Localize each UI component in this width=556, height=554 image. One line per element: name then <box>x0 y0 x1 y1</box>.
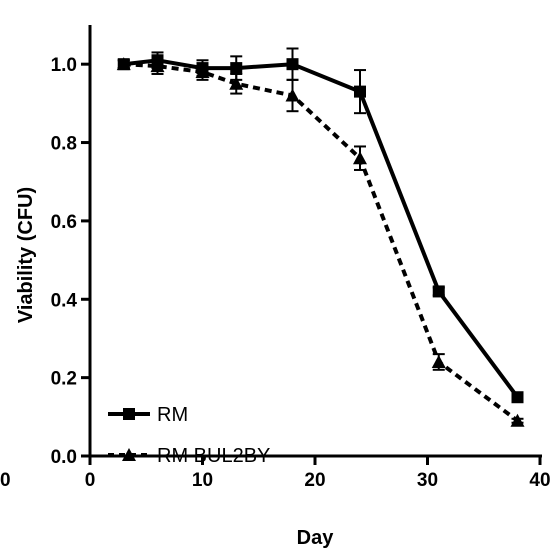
stray-tick-label: 0 <box>0 470 11 491</box>
legend-label-rm-bul2by: RM BUL2BY <box>157 445 270 467</box>
series-rm <box>117 47 524 404</box>
legend-marker-square <box>123 408 135 420</box>
y-tick-label: 0.4 <box>51 290 78 311</box>
data-point <box>229 76 244 90</box>
legend: RM RM BUL2BY <box>108 404 270 467</box>
series-line-rm <box>123 58 520 399</box>
axes <box>88 25 542 458</box>
y-tick-label: 0.8 <box>51 134 77 155</box>
data-point <box>353 151 367 165</box>
x-tick-label: 30 <box>417 470 438 491</box>
series-layer <box>116 47 525 427</box>
x-tick-label: 40 <box>529 470 550 491</box>
y-tick-label: 0.6 <box>51 212 77 233</box>
data-point <box>150 59 165 73</box>
y-tick-label: 1.0 <box>51 55 77 76</box>
data-point <box>230 62 243 75</box>
x-tick-label: 20 <box>304 470 325 491</box>
data-point <box>286 58 299 71</box>
y-tick-label: 0.2 <box>51 369 77 390</box>
data-point <box>432 285 445 298</box>
legend-marker-triangle <box>122 448 136 461</box>
x-tick-label: 0 <box>85 470 96 491</box>
data-point <box>285 88 300 102</box>
data-point <box>431 354 446 368</box>
y-axis-title: Viability (CFU) <box>15 187 37 323</box>
data-point <box>510 413 525 427</box>
series-line-rm-bul2by <box>123 62 519 423</box>
data-point <box>354 85 366 98</box>
series-rm-bul2by <box>116 57 525 427</box>
legend-label-rm: RM <box>157 404 188 426</box>
y-tick-label: 0.0 <box>51 447 77 468</box>
x-tick-label: 10 <box>192 470 213 491</box>
data-point <box>116 57 131 71</box>
x-axis-title: Day <box>297 527 335 549</box>
data-point <box>511 391 524 404</box>
data-point <box>195 65 210 79</box>
ticks: 0 10 20 30 40 0.0 0.2 0.4 0.6 0.8 1.0 <box>51 55 551 491</box>
